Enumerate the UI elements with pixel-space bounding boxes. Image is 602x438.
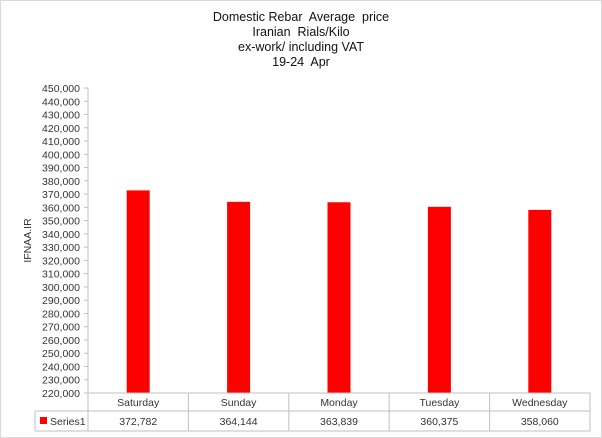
chart-title-line-3: ex-work/ including VAT xyxy=(238,40,364,54)
y-tick-label: 380,000 xyxy=(42,176,80,188)
y-tick-label: 440,000 xyxy=(42,96,80,108)
chart-title-line-2: Iranian Rials/Kilo xyxy=(252,25,350,39)
y-tick-label: 310,000 xyxy=(42,269,80,281)
y-tick-label: 350,000 xyxy=(42,216,80,228)
chart-title-line-4: 19-24 Apr xyxy=(272,55,330,69)
y-tick-label: 220,000 xyxy=(42,388,80,400)
y-tick-label: 420,000 xyxy=(42,123,80,135)
x-tick-label: Saturday xyxy=(117,397,160,409)
y-tick-label: 390,000 xyxy=(42,163,80,175)
bar xyxy=(126,190,150,393)
data-table-value: 364,144 xyxy=(220,416,258,428)
y-tick-label: 250,000 xyxy=(42,348,80,360)
y-tick-label: 370,000 xyxy=(42,189,80,201)
x-tick-label: Tuesday xyxy=(419,397,460,409)
bar xyxy=(427,206,451,393)
y-tick-label: 290,000 xyxy=(42,295,80,307)
data-table-value: 372,782 xyxy=(119,416,157,428)
chart-title-line-1: Domestic Rebar Average price xyxy=(212,10,390,24)
y-tick-label: 330,000 xyxy=(42,242,80,254)
y-tick-label: 260,000 xyxy=(42,335,80,347)
y-tick-label: 450,000 xyxy=(42,83,80,95)
y-tick-label: 280,000 xyxy=(42,308,80,320)
y-axis-title: IFNAA.IR xyxy=(22,218,34,263)
x-tick-label: Wednesday xyxy=(512,397,568,409)
y-tick-label: 360,000 xyxy=(42,202,80,214)
y-tick-label: 410,000 xyxy=(42,136,80,148)
y-tick-label: 300,000 xyxy=(42,282,80,294)
y-tick-label: 320,000 xyxy=(42,255,80,267)
y-tick-label: 430,000 xyxy=(42,110,80,122)
bar xyxy=(227,201,251,393)
y-tick-label: 230,000 xyxy=(42,375,80,387)
x-tick-label: Sunday xyxy=(221,397,257,409)
y-tick-label: 340,000 xyxy=(42,229,80,241)
bar xyxy=(327,202,351,393)
data-table-value: 360,375 xyxy=(420,416,458,428)
data-table-value: 358,060 xyxy=(521,416,559,428)
y-tick-label: 400,000 xyxy=(42,149,80,161)
chart-title: Domestic Rebar Average price Iranian Ria… xyxy=(1,10,601,70)
data-table-value: 363,839 xyxy=(320,416,358,428)
x-tick-label: Monday xyxy=(320,397,358,409)
legend-label: Series1 xyxy=(50,416,86,428)
y-tick-label: 240,000 xyxy=(42,361,80,373)
legend-key xyxy=(40,417,47,424)
bar xyxy=(528,209,552,393)
y-tick-label: 270,000 xyxy=(42,322,80,334)
